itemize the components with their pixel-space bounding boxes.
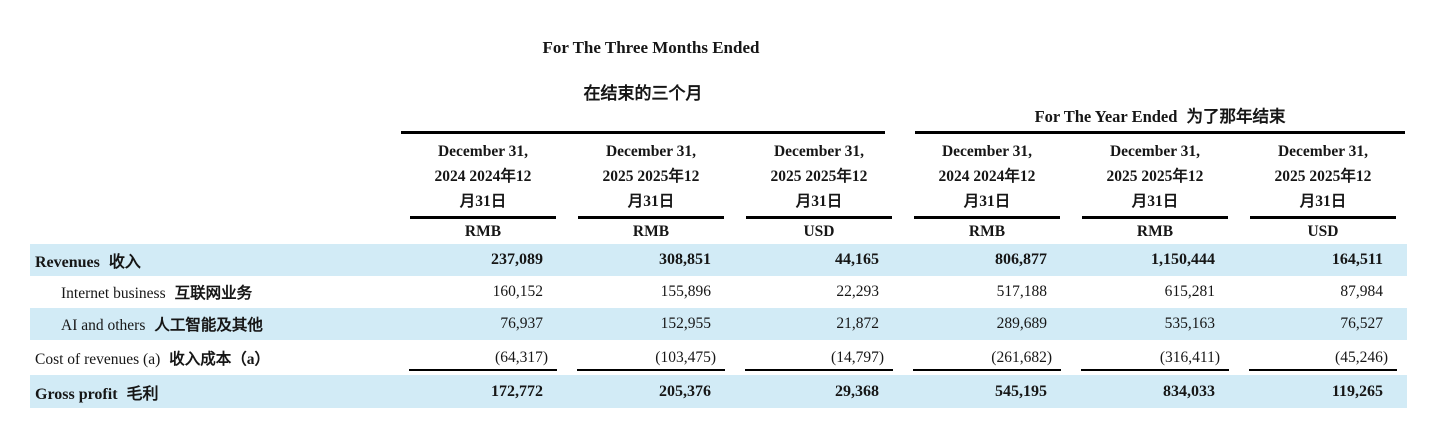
currency-label: USD xyxy=(1307,223,1339,240)
cell-value: 21,872 xyxy=(836,315,879,332)
row-label-zh: 人工智能及其他 xyxy=(154,317,263,334)
cell-value: 164,511 xyxy=(1331,251,1383,268)
cell-value: (14,797) xyxy=(745,349,893,371)
row-label-zh: 收入 xyxy=(108,254,141,271)
column-header-row: December 31, 2024 2024年12 月31日 December … xyxy=(30,139,1407,219)
cell-value: 44,165 xyxy=(835,251,879,268)
title-spacer xyxy=(30,36,399,59)
row-label-zh: 收入成本（a） xyxy=(169,350,271,368)
cell-value: 87,984 xyxy=(1340,283,1383,300)
cell-value: 615,281 xyxy=(1164,283,1215,300)
column-header-2: December 31, 2025 2025年12 月31日 xyxy=(567,139,735,219)
row-label-en: Revenues xyxy=(35,254,100,271)
column-header-3: December 31, 2025 2025年12 月31日 xyxy=(735,139,903,219)
cell-value: 545,195 xyxy=(995,382,1047,400)
row-ai-and-others: AI and others 人工智能及其他 76,937 152,955 21,8… xyxy=(30,308,1407,340)
column-header-6: December 31, 2025 2025年12 月31日 xyxy=(1239,139,1407,219)
row-label-zh: 互联网业务 xyxy=(174,285,253,302)
title-spacer-right xyxy=(903,36,1407,59)
row-revenues: Revenues 收入 237,089 308,851 44,165 806,87… xyxy=(30,244,1407,276)
currency-spacer xyxy=(30,219,399,244)
cell-value: 76,937 xyxy=(500,315,543,332)
cell-value: (261,682) xyxy=(913,349,1061,371)
year-ended-title-zh: 为了那年结束 xyxy=(1186,107,1286,126)
cell-value: 517,188 xyxy=(996,283,1047,300)
currency-label: RMB xyxy=(1136,223,1174,240)
cell-value: 29,368 xyxy=(835,382,879,400)
currency-row: RMB RMB USD RMB RMB USD xyxy=(30,219,1407,244)
year-ended-title-en: For The Year Ended xyxy=(1034,107,1178,126)
cell-value: 237,089 xyxy=(491,251,543,268)
cell-value: 289,689 xyxy=(996,315,1047,332)
column-header-4: December 31, 2024 2024年12 月31日 xyxy=(903,139,1071,219)
cell-value: 308,851 xyxy=(659,251,711,268)
cell-value: 834,033 xyxy=(1163,382,1215,400)
cell-value: 172,772 xyxy=(491,382,543,400)
row-label-en: AI and others xyxy=(61,317,146,334)
column-header-5: December 31, 2025 2025年12 月31日 xyxy=(1071,139,1239,219)
three-months-title-row: For The Three Months Ended xyxy=(30,0,1407,59)
cell-value: 152,955 xyxy=(660,315,711,332)
cell-value: (103,475) xyxy=(577,349,725,371)
three-months-title: For The Three Months Ended xyxy=(542,38,760,57)
row-label-en: Gross profit xyxy=(35,385,118,403)
year-ended-title: For The Year Ended 为了那年结束 xyxy=(915,103,1405,134)
currency-label: RMB xyxy=(632,223,670,240)
cell-value: (316,411) xyxy=(1081,349,1229,371)
cell-value: 205,376 xyxy=(659,382,711,400)
cell-value: 76,527 xyxy=(1340,315,1383,332)
three-months-group: 在结束的三个月 xyxy=(399,79,903,134)
cell-value: 155,896 xyxy=(660,283,711,300)
three-months-title-zh: 在结束的三个月 xyxy=(401,79,885,134)
currency-label: RMB xyxy=(968,223,1006,240)
row-label-zh: 毛利 xyxy=(126,385,159,403)
row-cost-of-revenues: Cost of revenues (a) 收入成本（a） (64,317) (10… xyxy=(30,340,1407,375)
year-ended-group: For The Year Ended 为了那年结束 xyxy=(903,103,1407,134)
row-gross-profit: Gross profit 毛利 172,772 205,376 29,368 54… xyxy=(30,375,1407,408)
row-label-en: Internet business xyxy=(61,285,166,302)
cell-value: (64,317) xyxy=(409,349,557,371)
group-header-row: 在结束的三个月 For The Year Ended 为了那年结束 xyxy=(30,79,1407,134)
currency-label: USD xyxy=(803,223,835,240)
cell-value: 119,265 xyxy=(1331,382,1383,400)
cell-value: 535,163 xyxy=(1164,315,1215,332)
cell-value: 22,293 xyxy=(836,283,879,300)
row-internet-business: Internet business 互联网业务 160,152 155,896 2… xyxy=(30,276,1407,308)
cell-value: 1,150,444 xyxy=(1151,251,1215,268)
cell-value: 806,877 xyxy=(995,251,1047,268)
row-label-en: Cost of revenues (a) xyxy=(35,350,161,368)
column-header-spacer xyxy=(30,139,399,219)
column-header-1: December 31, 2024 2024年12 月31日 xyxy=(399,139,567,219)
currency-label: RMB xyxy=(464,223,502,240)
cell-value: (45,246) xyxy=(1249,349,1397,371)
financial-statement-table: For The Three Months Ended 在结束的三个月 For T… xyxy=(30,0,1407,408)
cell-value: 160,152 xyxy=(492,283,543,300)
